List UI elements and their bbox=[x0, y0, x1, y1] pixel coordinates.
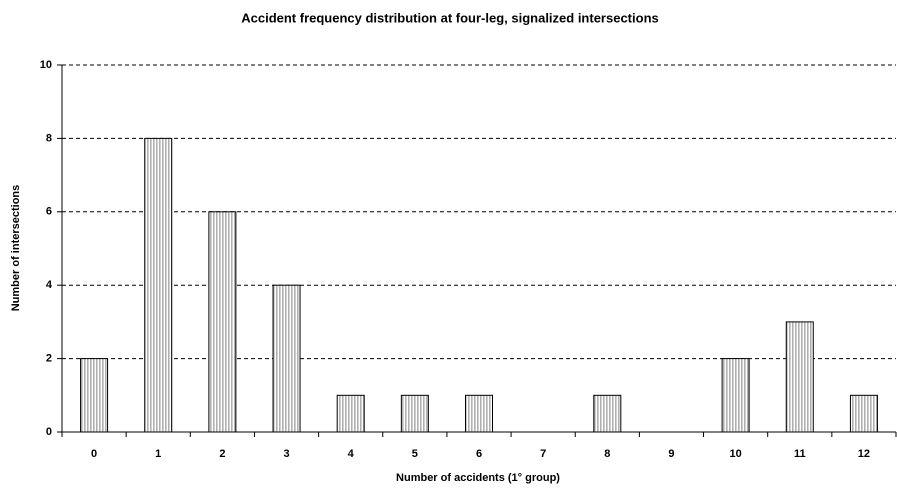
x-tick-label: 10 bbox=[729, 448, 741, 460]
x-axis-label: Number of accidents (1° group) bbox=[396, 472, 560, 484]
y-axis-label: Number of intersections bbox=[10, 185, 22, 312]
x-tick-label: 5 bbox=[412, 448, 418, 460]
bar bbox=[80, 358, 109, 433]
bar bbox=[721, 358, 750, 433]
bar bbox=[272, 284, 301, 433]
y-tick-label: 4 bbox=[46, 279, 53, 291]
x-tick-label: 0 bbox=[91, 448, 97, 460]
bar bbox=[400, 394, 429, 433]
y-tick-label: 10 bbox=[40, 59, 52, 71]
x-tick-label: 6 bbox=[476, 448, 482, 460]
y-tick-label: 8 bbox=[46, 132, 52, 144]
x-tick-label: 7 bbox=[540, 448, 546, 460]
x-tick-label: 12 bbox=[858, 448, 870, 460]
bar bbox=[849, 394, 878, 433]
x-tick-label: 4 bbox=[348, 448, 355, 460]
chart-title: Accident frequency distribution at four-… bbox=[241, 10, 659, 25]
bar bbox=[144, 137, 173, 433]
x-tick-label: 11 bbox=[794, 448, 806, 460]
bar bbox=[593, 394, 622, 433]
x-tick-label: 1 bbox=[155, 448, 161, 460]
y-tick-label: 0 bbox=[46, 426, 52, 438]
x-tick-label: 9 bbox=[668, 448, 674, 460]
bar bbox=[208, 211, 237, 433]
y-tick-label: 2 bbox=[46, 353, 52, 365]
bar bbox=[785, 321, 814, 433]
bar bbox=[336, 394, 365, 433]
bar bbox=[465, 394, 493, 433]
x-tick-label: 3 bbox=[283, 448, 289, 460]
y-tick-label: 6 bbox=[46, 206, 52, 218]
x-tick-label: 8 bbox=[604, 448, 610, 460]
x-tick-label: 2 bbox=[219, 448, 225, 460]
